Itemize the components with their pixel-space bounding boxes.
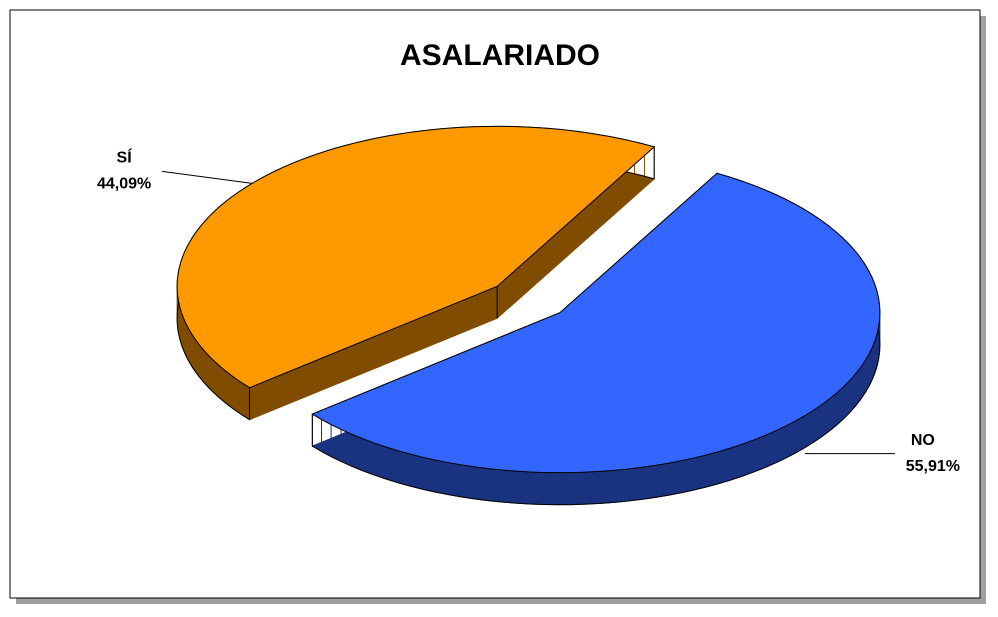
value-label: 44,09%	[97, 176, 151, 193]
slice-label: NO	[911, 432, 935, 449]
slice	[176, 125, 656, 389]
value-label: 55,91%	[906, 458, 960, 475]
chart-title: ASALARIADO	[400, 39, 600, 72]
slice	[311, 172, 881, 474]
leader-line	[162, 170, 253, 184]
slice-label: SÍ	[117, 148, 133, 167]
